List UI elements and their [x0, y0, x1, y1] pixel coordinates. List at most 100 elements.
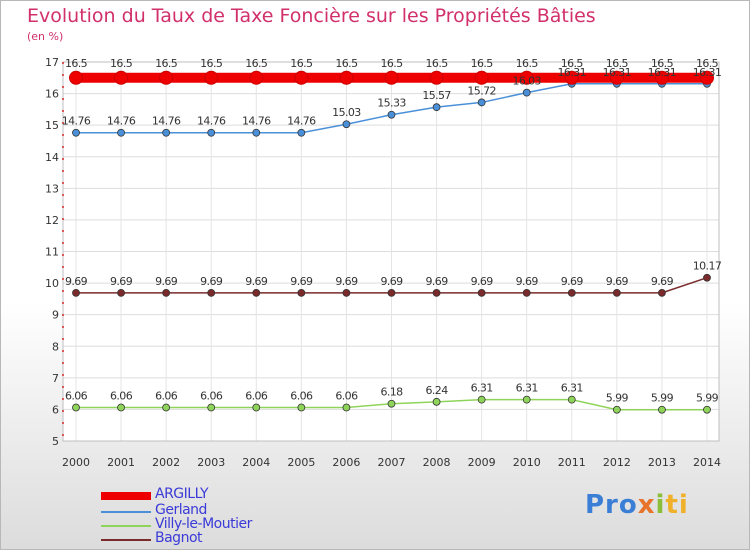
x-tick-label: 2008 [423, 456, 451, 469]
y-tick-label: 9 [52, 309, 59, 322]
data-label: 9.69 [200, 275, 223, 288]
legend-swatch-villy [101, 525, 151, 527]
data-point [609, 70, 624, 85]
y-tick-label: 11 [45, 246, 59, 259]
data-label: 14.76 [242, 115, 271, 128]
y-axis-unit: (en %) [27, 30, 64, 43]
data-point [477, 288, 486, 297]
data-point [297, 403, 306, 412]
data-point [474, 70, 489, 85]
data-point [387, 399, 396, 408]
data-point [522, 288, 531, 297]
data-label: 6.06 [155, 390, 178, 403]
data-point [658, 288, 666, 297]
data-point [432, 288, 441, 297]
data-point [432, 397, 441, 406]
legend-swatch-gerland [101, 511, 151, 513]
data-label: 6.06 [335, 390, 358, 403]
data-label: 14.76 [107, 115, 136, 128]
data-point [117, 128, 125, 137]
data-label: 9.69 [516, 275, 539, 288]
data-label: 9.69 [651, 275, 674, 288]
data-point [429, 70, 444, 85]
y-tick-label: 17 [45, 56, 59, 69]
data-point [162, 288, 171, 297]
x-tick-label: 2007 [378, 456, 406, 469]
data-label: 14.76 [287, 115, 316, 128]
data-label: 9.69 [245, 275, 268, 288]
data-point [72, 128, 80, 137]
data-point [162, 128, 171, 137]
data-label: 5.99 [696, 392, 719, 405]
data-label: 16.5 [696, 57, 719, 70]
data-point [612, 405, 621, 414]
data-label: 9.69 [561, 275, 584, 288]
y-tick-label: 16 [45, 88, 59, 101]
data-point [522, 88, 531, 97]
data-label: 15.72 [467, 84, 496, 97]
data-label: 16.5 [290, 57, 313, 70]
y-tick-label: 13 [45, 182, 59, 195]
data-label: 16.5 [335, 57, 358, 70]
data-point [522, 395, 531, 404]
data-point [564, 70, 579, 85]
data-point [207, 288, 216, 297]
data-label: 16.5 [380, 57, 403, 70]
data-point [297, 288, 306, 297]
data-label: 14.76 [197, 115, 226, 128]
data-label: 9.69 [65, 275, 88, 288]
data-label: 16.5 [426, 57, 449, 70]
data-label: 16.5 [561, 57, 584, 70]
data-point [519, 70, 534, 85]
x-tick-label: 2013 [648, 456, 676, 469]
x-tick-label: 2005 [287, 456, 315, 469]
data-point [342, 288, 351, 297]
x-tick-label: 2006 [332, 456, 360, 469]
data-point [207, 128, 216, 137]
data-point [249, 70, 264, 85]
x-tick-label: 2011 [558, 456, 586, 469]
data-point [432, 103, 441, 112]
y-tick-label: 6 [52, 403, 59, 416]
data-label: 9.69 [335, 275, 358, 288]
data-point [654, 70, 669, 85]
data-point [117, 403, 125, 412]
data-label: 16.31 [693, 66, 722, 79]
data-point [339, 70, 354, 85]
data-point [342, 120, 351, 129]
data-point [703, 405, 711, 414]
x-tick-label: 2003 [197, 456, 225, 469]
data-label: 16.31 [603, 66, 632, 79]
data-point [477, 98, 486, 107]
data-label: 15.03 [332, 106, 361, 119]
data-label: 10.17 [693, 260, 722, 273]
data-point [384, 70, 399, 85]
data-point [159, 70, 174, 85]
data-point [207, 403, 216, 412]
data-point [162, 403, 171, 412]
data-point [387, 110, 396, 119]
data-label: 5.99 [606, 392, 629, 405]
data-label: 9.69 [290, 275, 313, 288]
data-label: 6.06 [110, 390, 133, 403]
x-tick-label: 2001 [107, 456, 135, 469]
data-label: 6.06 [200, 390, 223, 403]
data-label: 16.5 [110, 57, 133, 70]
data-point [567, 288, 576, 297]
data-label: 16.5 [471, 57, 494, 70]
proxiti-logo: Proxiti [585, 490, 689, 520]
legend-label-gerland: Gerland [155, 502, 207, 518]
data-label: 6.06 [290, 390, 313, 403]
y-tick-label: 5 [52, 435, 59, 448]
data-point [612, 288, 621, 297]
data-point [114, 70, 129, 85]
data-label: 16.5 [651, 57, 674, 70]
data-point [72, 403, 80, 412]
chart-title: Evolution du Taux de Taxe Foncière sur l… [27, 5, 596, 27]
data-label: 9.69 [380, 275, 403, 288]
y-tick-label: 7 [52, 372, 59, 385]
legend-swatch-bagnot [101, 539, 151, 541]
data-point [294, 70, 309, 85]
data-point [252, 403, 261, 412]
